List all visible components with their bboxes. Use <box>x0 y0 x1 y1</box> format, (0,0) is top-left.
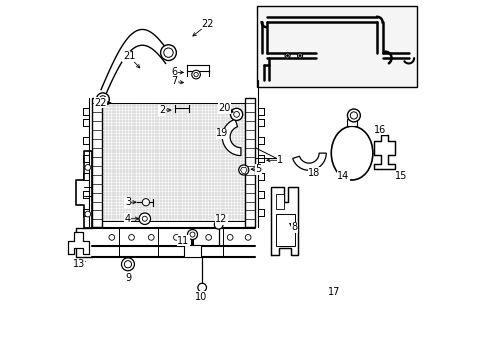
Circle shape <box>349 112 357 119</box>
Text: 22: 22 <box>94 98 106 108</box>
Circle shape <box>173 234 179 240</box>
Circle shape <box>190 232 195 237</box>
Text: 6: 6 <box>171 67 177 77</box>
Circle shape <box>191 70 200 79</box>
Circle shape <box>233 112 239 117</box>
Polygon shape <box>292 153 325 170</box>
Circle shape <box>128 234 134 240</box>
Text: 7: 7 <box>171 76 177 86</box>
Circle shape <box>109 234 115 240</box>
Circle shape <box>244 234 250 240</box>
Text: 2: 2 <box>159 105 165 115</box>
Bar <box>92 98 102 226</box>
Circle shape <box>286 54 288 57</box>
Bar <box>276 194 284 209</box>
Text: 11: 11 <box>177 236 189 246</box>
Circle shape <box>99 96 106 103</box>
Text: 1: 1 <box>277 155 283 165</box>
Text: 10: 10 <box>195 292 207 302</box>
Bar <box>257 6 416 87</box>
Circle shape <box>163 48 173 57</box>
Text: 17: 17 <box>327 287 340 297</box>
Circle shape <box>148 234 154 240</box>
Polygon shape <box>222 119 241 156</box>
Circle shape <box>198 283 206 292</box>
Circle shape <box>230 108 242 121</box>
Circle shape <box>227 234 233 240</box>
Text: 20: 20 <box>218 103 230 113</box>
Text: 22: 22 <box>201 19 214 29</box>
Circle shape <box>85 211 90 217</box>
Text: 14: 14 <box>336 171 348 181</box>
Bar <box>244 98 255 226</box>
Circle shape <box>187 229 197 239</box>
Circle shape <box>142 216 147 221</box>
Circle shape <box>298 54 301 57</box>
Text: 5: 5 <box>254 164 261 174</box>
Bar <box>276 214 294 246</box>
Polygon shape <box>76 151 92 228</box>
Circle shape <box>194 72 198 77</box>
Polygon shape <box>271 187 298 255</box>
Circle shape <box>238 165 248 175</box>
Text: 15: 15 <box>395 171 407 181</box>
Circle shape <box>121 258 134 271</box>
Circle shape <box>346 109 360 122</box>
Circle shape <box>160 45 176 60</box>
Circle shape <box>85 165 90 170</box>
Circle shape <box>285 53 289 58</box>
Circle shape <box>214 221 223 229</box>
Circle shape <box>139 213 150 225</box>
Text: 18: 18 <box>307 168 320 178</box>
Bar <box>183 244 201 257</box>
Polygon shape <box>68 232 88 253</box>
Text: 16: 16 <box>373 125 386 135</box>
Text: 9: 9 <box>124 273 131 283</box>
Polygon shape <box>373 135 394 169</box>
Text: 12: 12 <box>215 215 227 224</box>
Circle shape <box>96 93 109 106</box>
Text: 3: 3 <box>124 197 131 207</box>
Circle shape <box>297 53 302 58</box>
Bar <box>101 103 246 221</box>
Ellipse shape <box>330 126 372 180</box>
Circle shape <box>205 234 211 240</box>
Circle shape <box>142 199 149 206</box>
Text: 8: 8 <box>291 222 297 232</box>
Text: 19: 19 <box>216 129 228 138</box>
Text: 4: 4 <box>124 214 131 224</box>
Text: 13: 13 <box>73 259 85 269</box>
Text: 21: 21 <box>122 51 135 61</box>
Circle shape <box>124 261 131 268</box>
Bar <box>346 119 357 126</box>
